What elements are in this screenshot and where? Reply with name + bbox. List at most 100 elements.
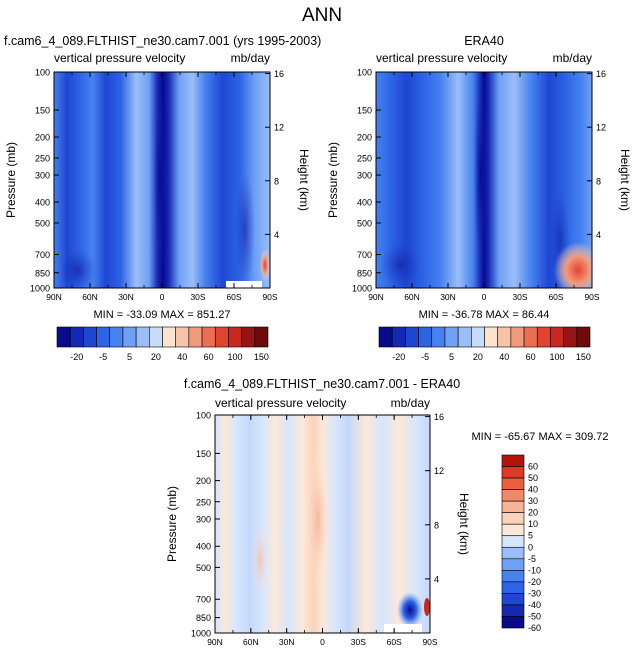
colorbar-swatch: [457, 326, 472, 348]
colorbar-swatch: [501, 546, 525, 560]
pressure-tick-label: 250: [196, 497, 211, 507]
lat-tick-label: 90S: [584, 292, 599, 302]
panel-obs-units: mb/day: [553, 51, 592, 65]
colorbar-label: -50: [528, 611, 541, 621]
height-tick-label: 8: [596, 176, 601, 186]
colorbar-swatch: [501, 512, 525, 525]
panel-obs-contour-fill: [376, 72, 592, 288]
colorbar-swatch: [228, 326, 242, 348]
colorbar-label: 20: [528, 508, 538, 518]
colorbar-swatch: [501, 558, 525, 571]
pressure-tick-label: 1000: [191, 629, 211, 639]
colorbar-swatch: [391, 326, 406, 348]
pressure-tick-label: 150: [196, 449, 211, 459]
height-tick-label: 4: [434, 574, 439, 584]
colorbar-swatch: [69, 326, 84, 348]
pressure-tick-label: 700: [35, 250, 50, 260]
pressure-tick-label: 300: [35, 171, 50, 181]
colorbar-label: 10: [528, 519, 538, 529]
colorbar-label: 100: [228, 352, 243, 362]
colorbar-swatch: [563, 326, 578, 348]
colorbar-swatch: [501, 593, 525, 606]
pressure-tick-label: 250: [35, 153, 50, 163]
colorbar-label: 20: [151, 352, 161, 362]
colorbar-label: 40: [528, 485, 538, 495]
lat-tick-label: 90S: [422, 637, 437, 647]
height-tick-label: 16: [596, 69, 606, 79]
pressure-tick-label: 1000: [30, 284, 50, 294]
colorbar-swatch: [96, 326, 111, 348]
pressure-tick-label: 700: [196, 595, 211, 605]
panel-model-stats: MIN = -33.09 MAX = 851.27: [94, 309, 231, 321]
panel-model-y2label: Height (km): [297, 149, 311, 211]
colorbar-swatch: [510, 326, 525, 348]
height-tick-label: 16: [434, 412, 444, 422]
colorbar-swatch: [135, 326, 150, 348]
colorbar-swatch: [444, 326, 459, 348]
colorbar-label: 50: [528, 473, 538, 483]
colorbar-label: 150: [576, 352, 591, 362]
panel-obs-axes: 100 150 200 250 300 400 500 700 850 1000 16 12 8 4 90N…: [352, 68, 606, 303]
panel-diff-axes: 100 150 200 250 300 400 500 700 850 1000 16 12 8 4 90N…: [191, 411, 444, 648]
colorbar-swatch: [122, 326, 137, 348]
pressure-tick-label: 100: [35, 68, 50, 78]
pressure-tick-label: 100: [357, 68, 372, 78]
colorbar-swatch: [550, 326, 564, 348]
pressure-tick-label: 500: [196, 563, 211, 573]
colorbar-label: -10: [528, 565, 541, 575]
panel-model-units: mb/day: [231, 51, 270, 65]
panel-model-title: f.cam6_4_089.FLTHIST_ne30.cam7.001 (yrs …: [4, 34, 321, 48]
colorbar-label: -20: [70, 352, 83, 362]
colorbar-label: 30: [528, 496, 538, 506]
colorbar-swatch: [536, 326, 551, 348]
pressure-tick-label: 1000: [352, 284, 372, 294]
colorbar-swatch: [501, 581, 525, 594]
colorbar-label: 40: [177, 352, 187, 362]
colorbar-swatch: [501, 535, 525, 548]
lat-tick-label: 30N: [279, 637, 295, 647]
height-tick-label: 16: [274, 69, 284, 79]
colorbar-swatch: [501, 570, 525, 583]
colorbar-swatch: [501, 489, 525, 502]
lat-tick-label: 60N: [82, 292, 98, 302]
colorbar-label: -5: [528, 554, 536, 564]
colorbar-swatch: [241, 326, 256, 348]
pressure-tick-label: 400: [35, 198, 50, 208]
lat-tick-label: 60S: [226, 292, 241, 302]
colorbar-swatch: [162, 326, 176, 348]
colorbar-swatch: [175, 326, 190, 348]
lat-tick-label: 90N: [46, 292, 62, 302]
colorbar-label: -20: [392, 352, 405, 362]
colorbar-label: -40: [528, 600, 541, 610]
height-tick-label: 4: [596, 230, 601, 240]
lat-tick-label: 90N: [368, 292, 384, 302]
colorbar-label: 40: [499, 352, 509, 362]
lat-tick-label: 90N: [207, 637, 223, 647]
pressure-tick-label: 300: [196, 515, 211, 525]
lat-tick-label: 0: [482, 292, 487, 302]
colorbar-swatch: [576, 326, 591, 348]
pressure-tick-label: 500: [357, 218, 372, 228]
pressure-tick-label: 100: [196, 411, 211, 421]
panel-obs-stats: MIN = -36.78 MAX = 86.44: [419, 309, 550, 321]
pressure-tick-label: 700: [357, 250, 372, 260]
colorbar-swatch: [418, 326, 433, 348]
height-tick-label: 4: [274, 230, 279, 240]
lat-tick-label: 60S: [548, 292, 563, 302]
lat-tick-label: 60N: [404, 292, 420, 302]
panel-diff-ylabel: Pressure (mb): [165, 486, 179, 562]
colorbar-swatch: [378, 326, 393, 348]
panel-diff-field-label: vertical pressure velocity: [215, 396, 346, 410]
pressure-tick-label: 200: [357, 133, 372, 143]
lat-tick-label: 0: [160, 292, 165, 302]
panel-diff-title: f.cam6_4_089.FLTHIST_ne30.cam7.001 - ERA…: [184, 377, 460, 391]
colorbar-swatch: [501, 604, 525, 617]
lat-tick-label: 30S: [190, 292, 205, 302]
colorbar-swatch: [56, 326, 71, 348]
colorbar-swatch: [501, 454, 525, 467]
colorbar-label: -5: [99, 352, 107, 362]
lat-tick-label: 30N: [118, 292, 134, 302]
panel-diff-contour-fill: [215, 415, 430, 633]
